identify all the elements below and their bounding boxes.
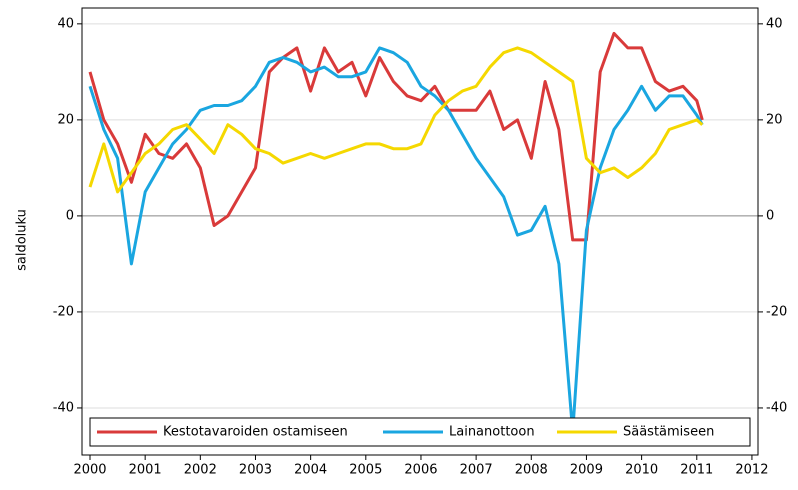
legend-label: Kestotavaroiden ostamiseen — [163, 425, 348, 440]
x-tick-label: 2010 — [625, 463, 658, 478]
y2-tick-label: -20 — [766, 304, 787, 319]
x-tick-label: 2001 — [129, 463, 162, 478]
y-tick-label: 0 — [66, 208, 74, 223]
x-tick-label: 2012 — [735, 463, 768, 478]
x-tick-label: 2000 — [73, 463, 106, 478]
y-tick-label: 20 — [57, 112, 74, 127]
series-line — [88, 31, 704, 242]
y2-tick-label: 0 — [766, 208, 774, 223]
series-line — [88, 46, 704, 194]
x-tick-label: 2003 — [239, 463, 272, 478]
legend-label: Lainanottoon — [449, 425, 535, 440]
x-tick-label: 2002 — [184, 463, 217, 478]
y-tick-label: -40 — [53, 400, 74, 415]
x-tick-label: 2006 — [404, 463, 437, 478]
x-tick-label: 2005 — [349, 463, 382, 478]
x-tick-label: 2007 — [460, 463, 493, 478]
x-tick-label: 2009 — [570, 463, 603, 478]
series-line — [88, 46, 704, 434]
x-tick-label: 2008 — [515, 463, 548, 478]
y2-tick-label: 20 — [766, 112, 783, 127]
legend-label: Säästämiseen — [623, 425, 714, 440]
x-tick-label: 2011 — [680, 463, 713, 478]
y-tick-label: -20 — [53, 304, 74, 319]
y2-tick-label: 40 — [766, 16, 783, 31]
y-axis-label: saldoluku — [15, 209, 30, 271]
plot-frame — [81, 7, 759, 456]
y2-tick-label: -40 — [766, 400, 787, 415]
y-tick-label: 40 — [57, 16, 74, 31]
x-tick-label: 2004 — [294, 463, 327, 478]
